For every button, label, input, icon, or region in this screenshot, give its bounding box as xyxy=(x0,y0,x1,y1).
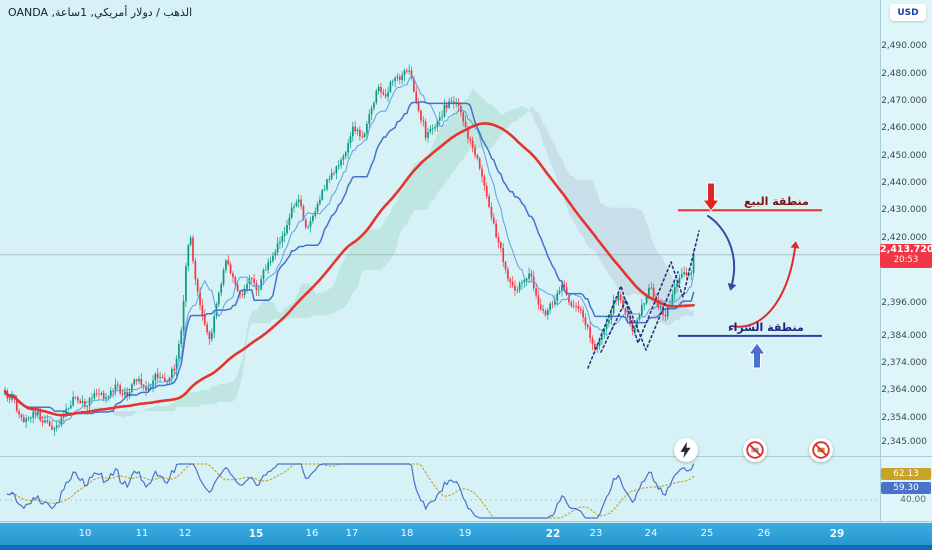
price-tick-label: 2,450.000 xyxy=(881,151,927,161)
time-tick-label: 24 xyxy=(644,528,658,539)
time-tick-label: 18 xyxy=(400,528,414,539)
price-tick-label: 2,480.000 xyxy=(881,69,927,79)
time-axis-bar[interactable]: 10 11 12 15 16 17 18 19 22 23 24 25 26 29 xyxy=(0,522,932,550)
time-tick-label: 22 xyxy=(545,528,561,540)
no-entry-event-icon-1[interactable] xyxy=(743,438,767,462)
time-bar-bottom-strip xyxy=(0,545,932,550)
time-tick-label: 15 xyxy=(248,528,264,540)
time-tick-label: 29 xyxy=(829,528,845,540)
no-entry-glyph xyxy=(746,441,764,459)
rsi-level-label: 40.00 xyxy=(900,495,926,505)
price-tick-label: 2,460.000 xyxy=(881,123,927,133)
rsi-value-badge: 59.30 xyxy=(881,482,931,494)
lightning-bolt-glyph xyxy=(680,441,691,459)
time-tick-label: 11 xyxy=(135,528,149,539)
price-tick-label: 2,490.000 xyxy=(881,41,927,51)
time-tick-label: 23 xyxy=(589,528,603,539)
price-tick-label: 2,364.000 xyxy=(881,385,927,395)
time-tick-label: 19 xyxy=(458,528,472,539)
bar-countdown: 20:53 xyxy=(893,254,919,265)
lightning-event-icon[interactable] xyxy=(674,438,698,462)
currency-toggle-button[interactable]: USD xyxy=(890,4,926,21)
time-tick-label: 10 xyxy=(78,528,92,539)
price-tick-label: 2,345.000 xyxy=(881,437,927,447)
rsi-signal-value-badge: 62.13 xyxy=(881,468,931,480)
no-entry-event-icon-2[interactable] xyxy=(809,438,833,462)
price-tick-label: 2,396.000 xyxy=(881,298,927,308)
price-tick-label: 2,420.000 xyxy=(881,233,927,243)
price-tick-label: 2,430.000 xyxy=(881,205,927,215)
buy-zone-label[interactable]: منطقة الشراء xyxy=(728,321,804,334)
no-entry-glyph xyxy=(812,441,830,459)
price-tick-label: 2,354.000 xyxy=(881,413,927,423)
time-tick-label: 26 xyxy=(757,528,771,539)
price-tick-label: 2,374.000 xyxy=(881,358,927,368)
last-price-badge: 2,413.720 20:53 xyxy=(880,244,932,268)
price-tick-label: 2,384.000 xyxy=(881,331,927,341)
price-tick-label: 2,470.000 xyxy=(881,96,927,106)
time-tick-label: 12 xyxy=(178,528,192,539)
time-tick-label: 17 xyxy=(345,528,359,539)
time-tick-label: 16 xyxy=(305,528,319,539)
symbol-title: الذهب / دولار أمريكي, 1ساعة, OANDA xyxy=(8,6,193,19)
time-tick-label: 25 xyxy=(700,528,714,539)
price-tick-label: 2,440.000 xyxy=(881,178,927,188)
sell-zone-label[interactable]: منطقة البيع xyxy=(744,195,809,208)
last-price-value: 2,413.720 xyxy=(880,244,932,255)
